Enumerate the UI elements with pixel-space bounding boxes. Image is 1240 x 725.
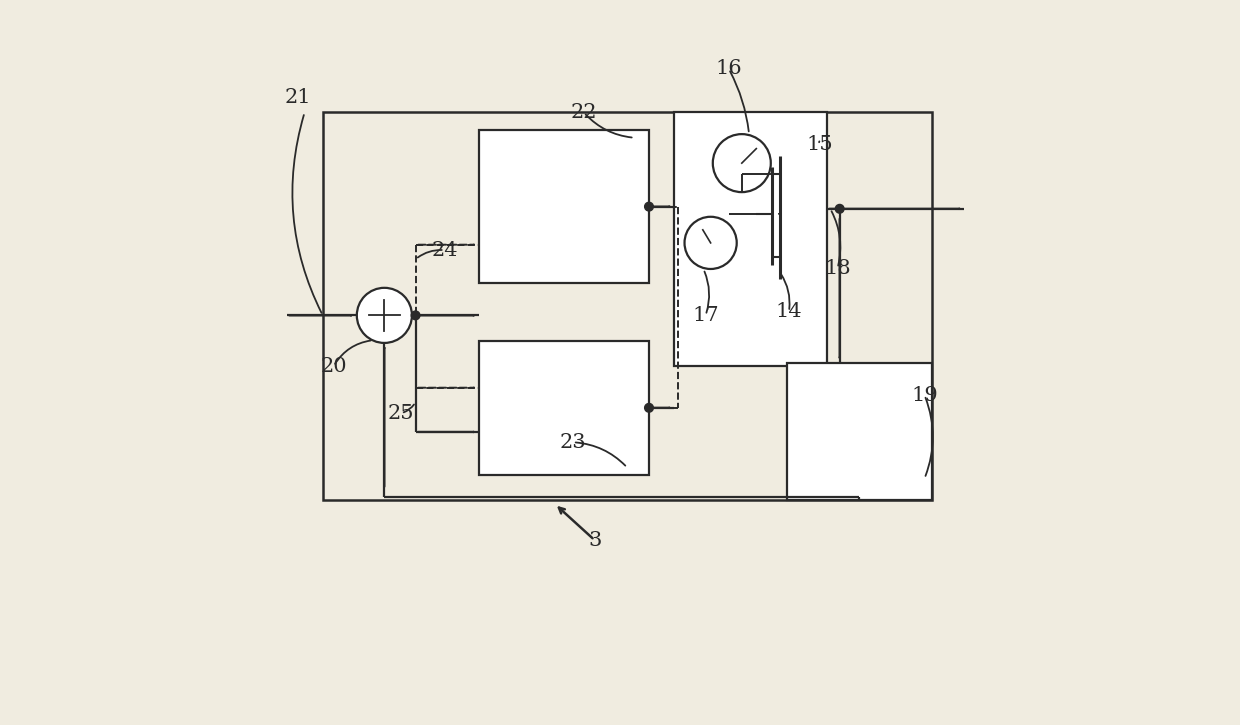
Circle shape (357, 288, 412, 343)
Text: 15: 15 (806, 136, 833, 154)
Text: 20: 20 (320, 357, 347, 376)
Text: 25: 25 (388, 404, 414, 423)
Circle shape (836, 204, 844, 213)
Text: 14: 14 (775, 302, 802, 321)
Text: 24: 24 (432, 241, 458, 260)
Bar (786, 362, 931, 500)
Circle shape (412, 311, 420, 320)
Bar (675, 112, 827, 366)
Circle shape (684, 217, 737, 269)
Bar (479, 130, 649, 283)
Text: 19: 19 (911, 386, 937, 405)
Circle shape (713, 134, 771, 192)
Text: 17: 17 (692, 306, 719, 325)
Bar (322, 112, 931, 500)
Text: 21: 21 (284, 88, 311, 107)
Bar (479, 341, 649, 475)
Text: 23: 23 (559, 433, 587, 452)
Text: 18: 18 (825, 259, 851, 278)
Text: 22: 22 (570, 103, 596, 122)
Circle shape (645, 202, 653, 211)
Circle shape (645, 403, 653, 412)
Text: 16: 16 (715, 59, 742, 78)
Text: 3: 3 (588, 531, 601, 550)
